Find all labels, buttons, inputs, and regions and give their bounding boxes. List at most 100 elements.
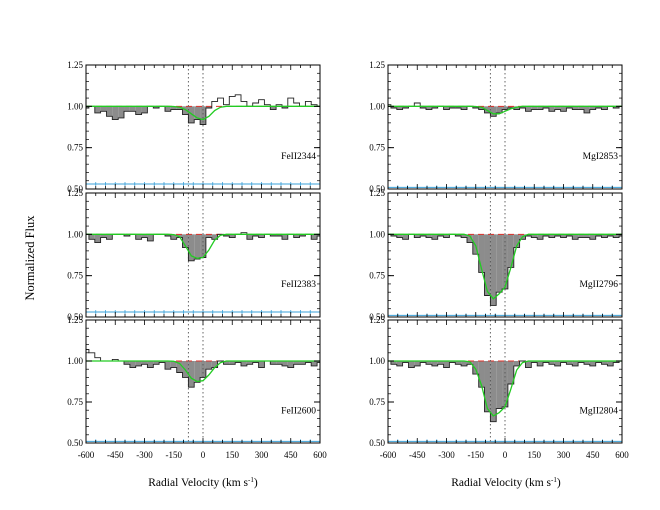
absorption-bin — [176, 234, 183, 238]
absorption-bin — [188, 106, 195, 123]
absorption-bin — [188, 234, 195, 261]
x-axis-title-right-sup: -1 — [551, 476, 557, 484]
y-tick-label: 0.75 — [67, 397, 83, 407]
absorption-bin — [548, 361, 555, 365]
absorption-bin — [595, 234, 602, 236]
absorption-bin — [543, 361, 549, 363]
x-tick-label: -450 — [409, 450, 426, 460]
absorption-bin — [496, 361, 503, 409]
absorption-bin — [153, 106, 160, 108]
absorption-bin — [525, 234, 532, 236]
absorption-bin — [507, 106, 514, 108]
absorption-bin — [537, 234, 544, 240]
x-tick-label: 0 — [201, 450, 206, 460]
y-tick-label: 0.75 — [369, 397, 385, 407]
absorption-bin — [246, 234, 253, 240]
absorption-bin — [235, 361, 242, 363]
y-tick-label: 1.00 — [67, 229, 83, 239]
absorption-bin — [147, 234, 154, 241]
y-tick-label: 1.00 — [369, 356, 385, 366]
absorption-bin — [299, 234, 306, 236]
x-tick-label: -600 — [380, 450, 397, 460]
model-curve — [388, 360, 622, 417]
absorption-bin — [124, 106, 130, 112]
absorption-bin — [472, 106, 479, 108]
absorption-bin — [420, 361, 427, 363]
absorption-bin — [270, 234, 277, 236]
model-curve — [86, 360, 320, 383]
absorption-bin — [414, 234, 421, 238]
absorption-bin — [293, 361, 300, 365]
absorption-bin — [583, 106, 590, 113]
panel-right-bottom: 1.25 1.00 0.75 0.50 -600 -450 -300 -150 0 150 300 4… — [369, 315, 629, 460]
absorption-bin — [390, 234, 397, 236]
absorption-bin — [86, 106, 89, 108]
absorption-bin — [525, 361, 532, 368]
absorption-bin — [426, 106, 432, 110]
flux-histogram — [86, 232, 320, 262]
absorption-bin — [613, 106, 620, 108]
plot-area — [388, 193, 622, 317]
absorption-bin — [194, 234, 201, 260]
absorption-bin — [159, 361, 165, 363]
absorption-bin — [548, 106, 555, 112]
absorption-bin — [461, 234, 467, 238]
absorption-bin — [252, 361, 259, 363]
absorption-bin — [311, 234, 318, 240]
x-tick-label: -300 — [438, 450, 455, 460]
absorption-bin — [560, 361, 567, 363]
absorption-bin — [560, 106, 567, 112]
absorption-bin — [531, 361, 538, 363]
y-tick-label: 0.50 — [369, 312, 385, 322]
absorption-bin — [583, 361, 590, 365]
absorption-bin — [466, 234, 473, 243]
absorption-bin — [112, 106, 119, 120]
absorption-bin — [205, 106, 212, 108]
absorption-bin — [595, 106, 602, 108]
absorption-bin — [141, 361, 148, 365]
absorption-bin — [299, 361, 306, 365]
absorption-bin — [153, 361, 160, 365]
absorption-bin — [414, 361, 421, 366]
absorption-bin — [449, 361, 456, 363]
absorption-bin — [205, 361, 212, 370]
y-tick-label: 1.25 — [67, 188, 83, 198]
absorption-bin — [258, 361, 265, 368]
y-tick-label: 1.00 — [369, 101, 385, 111]
absorption-bin — [281, 106, 288, 108]
absorption-bin — [317, 361, 320, 363]
absorption-bin — [572, 361, 579, 366]
absorption-bin — [147, 361, 154, 368]
absorption-bin — [455, 106, 462, 108]
y-tick-label: 1.00 — [369, 229, 385, 239]
x-axis-title-left-sup: -1 — [248, 476, 254, 484]
absorption-bin — [223, 234, 230, 236]
panel-right-top: 1.25 1.00 0.75 0.50 MgI2853 — [369, 60, 623, 194]
x-tick-label: 150 — [528, 450, 542, 460]
absorption-bin — [531, 106, 538, 110]
absorption-bin — [490, 361, 497, 422]
absorption-bin — [484, 361, 491, 412]
absorption-bin — [437, 234, 444, 236]
absorption-bin — [566, 234, 573, 236]
absorption-bin — [566, 361, 573, 365]
absorption-bin — [431, 106, 438, 108]
absorption-bin — [270, 106, 277, 110]
absorption-bin — [478, 234, 485, 273]
absorption-bin — [513, 234, 520, 248]
y-axis-title: Normalized Flux — [23, 215, 37, 301]
absorption-bin — [402, 234, 409, 240]
absorption-bin — [317, 234, 320, 236]
x-tick-label: 300 — [255, 450, 269, 460]
y-tick-label: 0.50 — [67, 312, 83, 322]
absorption-bin — [293, 234, 300, 238]
panels-layer: 1.25 1.00 0.75 0.50 FeII2344 1.25 1.00 0.75 0.50… — [67, 60, 629, 460]
panel-left-middle: 1.25 1.00 0.75 0.50 FeII2383 — [67, 188, 321, 322]
absorption-bin — [94, 234, 101, 243]
absorption-bin — [455, 361, 462, 365]
absorption-bin — [408, 361, 415, 368]
absorption-bin — [276, 361, 282, 365]
model-curve — [86, 233, 320, 259]
transition-label: MgII2796 — [579, 280, 618, 290]
